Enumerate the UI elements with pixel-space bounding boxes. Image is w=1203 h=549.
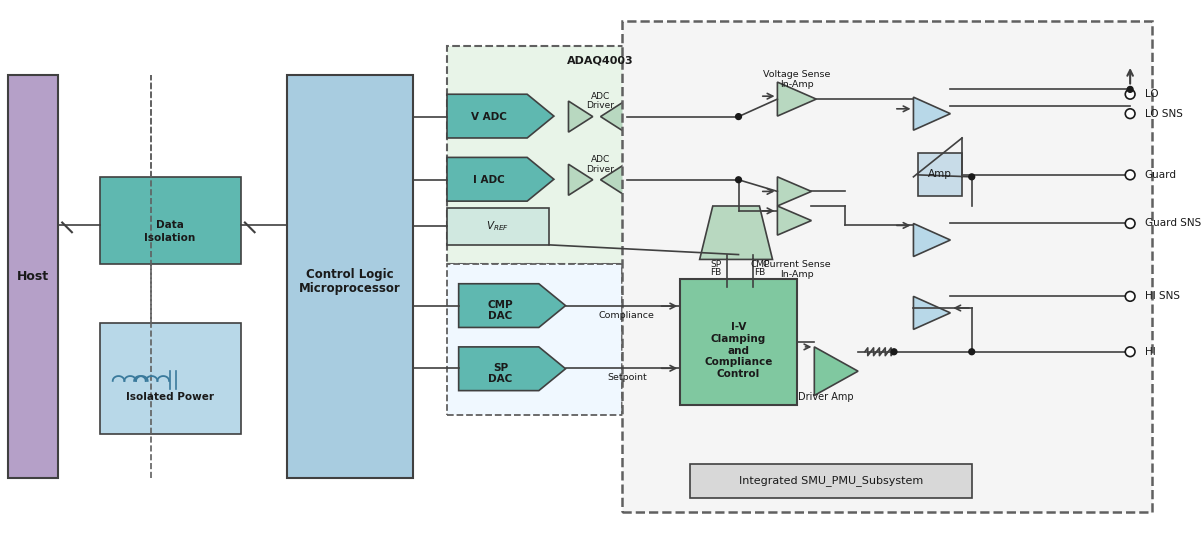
- FancyBboxPatch shape: [100, 177, 241, 264]
- FancyBboxPatch shape: [448, 46, 753, 264]
- Text: In-Amp: In-Amp: [780, 270, 813, 278]
- Text: Amp: Amp: [928, 169, 952, 179]
- Polygon shape: [700, 206, 772, 260]
- Text: Host: Host: [17, 271, 49, 283]
- FancyBboxPatch shape: [622, 21, 1151, 512]
- Text: DAC: DAC: [488, 311, 512, 321]
- Text: Compliance: Compliance: [599, 311, 654, 320]
- Text: CMP: CMP: [487, 300, 514, 310]
- Text: ADAQ4003: ADAQ4003: [568, 55, 634, 65]
- Circle shape: [1125, 292, 1134, 301]
- Polygon shape: [913, 97, 950, 130]
- Text: $V_{REF}$: $V_{REF}$: [486, 220, 509, 233]
- Text: Current Sense: Current Sense: [763, 260, 830, 269]
- Text: Isolated Power: Isolated Power: [126, 393, 214, 402]
- Text: Integrated SMU_PMU_Subsystem: Integrated SMU_PMU_Subsystem: [739, 475, 923, 486]
- Text: Guard: Guard: [1145, 170, 1177, 180]
- Text: CMP: CMP: [751, 260, 770, 269]
- Polygon shape: [569, 101, 593, 132]
- Text: Driver: Driver: [587, 102, 615, 110]
- Text: DAC: DAC: [488, 374, 512, 384]
- Text: Setpoint: Setpoint: [606, 373, 647, 383]
- Text: Clamping: Clamping: [711, 334, 766, 344]
- Circle shape: [968, 349, 974, 355]
- FancyBboxPatch shape: [680, 279, 796, 405]
- Polygon shape: [777, 177, 811, 206]
- Text: SP: SP: [711, 260, 722, 269]
- Text: HI SNS: HI SNS: [1145, 292, 1180, 301]
- Circle shape: [735, 177, 741, 183]
- FancyBboxPatch shape: [448, 208, 549, 245]
- Text: V ADC: V ADC: [470, 111, 506, 121]
- Circle shape: [1125, 219, 1134, 228]
- Circle shape: [968, 174, 974, 180]
- Circle shape: [735, 114, 741, 120]
- Text: I-V: I-V: [731, 322, 746, 333]
- Polygon shape: [448, 94, 553, 138]
- FancyBboxPatch shape: [100, 323, 241, 434]
- Text: and: and: [728, 346, 749, 356]
- FancyBboxPatch shape: [691, 463, 972, 497]
- Text: SP: SP: [493, 363, 508, 373]
- Circle shape: [1125, 109, 1134, 119]
- Text: Driver: Driver: [587, 165, 615, 173]
- Polygon shape: [600, 101, 624, 132]
- Text: Guard SNS: Guard SNS: [1145, 219, 1201, 228]
- Text: Compliance: Compliance: [704, 357, 772, 367]
- FancyBboxPatch shape: [286, 75, 413, 478]
- Text: FB: FB: [711, 267, 722, 277]
- Polygon shape: [569, 164, 593, 195]
- Text: Control Logic: Control Logic: [306, 267, 393, 281]
- Circle shape: [1125, 347, 1134, 357]
- FancyBboxPatch shape: [448, 264, 622, 415]
- Text: ADC: ADC: [591, 155, 610, 164]
- Text: Driver Amp: Driver Amp: [798, 393, 854, 402]
- Circle shape: [891, 349, 897, 355]
- Polygon shape: [458, 284, 565, 327]
- FancyBboxPatch shape: [918, 153, 962, 197]
- Polygon shape: [913, 296, 950, 329]
- Text: FB: FB: [754, 267, 765, 277]
- Polygon shape: [458, 347, 565, 391]
- Text: Microprocessor: Microprocessor: [300, 282, 401, 295]
- Text: Isolation: Isolation: [144, 233, 196, 243]
- Text: LO SNS: LO SNS: [1145, 109, 1183, 119]
- Text: Data: Data: [156, 221, 184, 231]
- Text: Voltage Sense: Voltage Sense: [763, 70, 830, 79]
- Circle shape: [1125, 89, 1134, 99]
- Text: HI: HI: [1145, 347, 1155, 357]
- Polygon shape: [777, 82, 817, 116]
- Polygon shape: [448, 158, 553, 201]
- Text: In-Amp: In-Amp: [780, 80, 813, 89]
- Text: I ADC: I ADC: [473, 175, 505, 185]
- Text: LO: LO: [1145, 89, 1158, 99]
- Circle shape: [1127, 87, 1133, 92]
- Polygon shape: [600, 164, 624, 195]
- Text: Control: Control: [717, 369, 760, 379]
- Polygon shape: [777, 206, 811, 235]
- Polygon shape: [913, 223, 950, 256]
- Text: ADC: ADC: [591, 92, 610, 100]
- FancyBboxPatch shape: [7, 75, 58, 478]
- Circle shape: [1125, 170, 1134, 180]
- Polygon shape: [814, 347, 858, 395]
